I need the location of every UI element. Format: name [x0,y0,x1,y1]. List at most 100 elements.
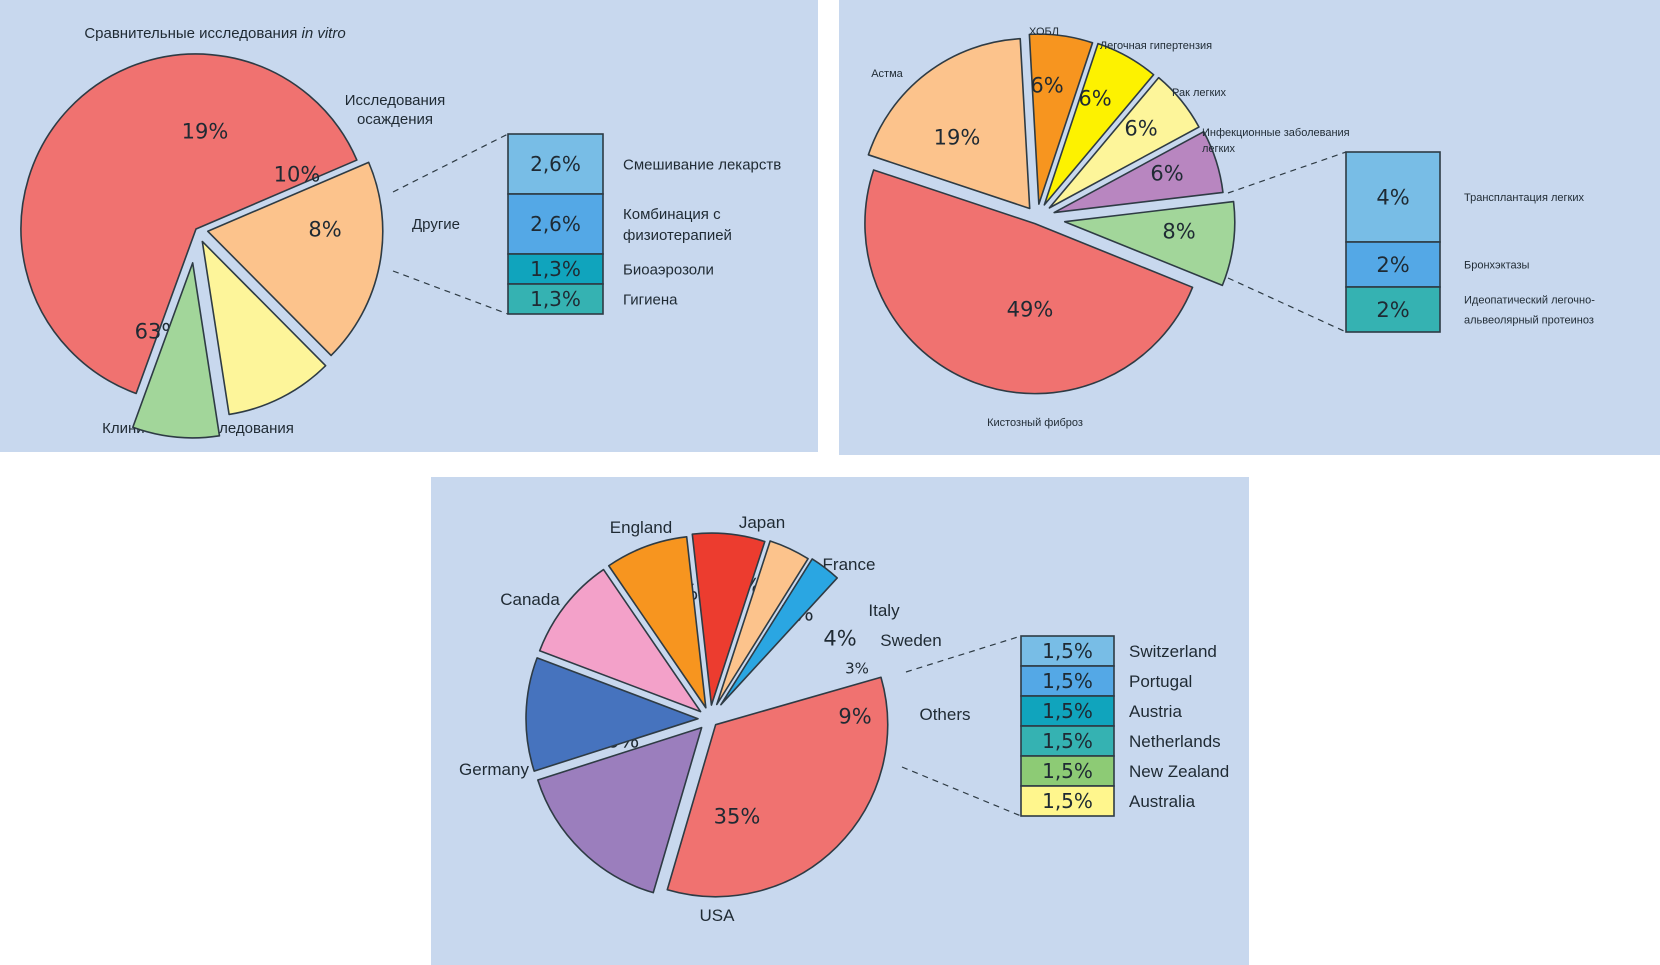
breakdown-cell-1 [1345,241,1441,288]
breakdown-category-label: Идеопатический легочно-альвеолярный прот… [1464,294,1595,326]
breakdown-cell-1 [507,193,604,255]
pie-slice-другие-3 [132,262,221,439]
breakdown-category-label: Netherlands [1129,732,1221,751]
pie-slice-8-6 [1063,200,1236,287]
breakdown-category-label: Austria [1129,702,1182,721]
breakdown-cell-3 [507,283,604,315]
breakdown-cell-0 [1345,151,1441,243]
breakdown-category-label: Switzerland [1129,642,1217,661]
breakdown-category-label: Трансплантация легких [1464,192,1584,204]
breakdown-value-label: 1,5% [1042,639,1093,663]
breakdown-value-label: 2% [1376,298,1409,322]
pie-slice-england-3 [538,568,702,713]
chart-panel-study-types: 63%Клинические исследования19%Сравнитель… [0,0,818,452]
pie-slice-кистозный-фиброз-0 [864,169,1194,395]
breakdown-cell-2 [507,253,604,285]
slice-category-label: Canada [500,590,560,609]
slice-category-label: ХОБЛ [1029,26,1059,38]
breakdown-value-label: 4% [1376,186,1409,210]
breakdown-category-label: Portugal [1129,672,1192,691]
chart-panel-diseases: 49% Кистозный фиброз 19% Астма 6% ХОБЛ 6% Легоч… [839,0,1660,455]
breakdown-category-label: Гигиена [623,291,678,308]
pie-slice-легочная-гипертензия-3 [1043,42,1155,206]
slice-value-label: 3% [845,659,869,677]
pie-slice-sweden-7 [720,558,839,706]
breakdown-category-label: Комбинация с физиотерапией [623,206,732,244]
breakdown-value-label: 1,5% [1042,699,1093,723]
slice-category-label: Sweden [880,631,941,650]
slice-category-label: England [610,518,672,537]
breakdown-category-label: Смешивание лекарств [623,156,781,173]
pie-slice-japan-4 [607,536,707,709]
slice-category-label: Другие [412,216,460,233]
slice-category-label: Рак легких [1172,87,1226,99]
slice-value-label: 4% [823,626,856,650]
breakdown-value-label: 1,5% [1042,789,1093,813]
slice-category-label: Italy [868,601,900,620]
pie-chart-countries: 35%USA16%Germany11%Canada10%England8%Jap… [459,513,1229,925]
pie-slice-canada-2 [525,657,699,772]
breakdown-category-label: Australia [1129,792,1196,811]
breakdown-cell-4 [1020,755,1115,787]
slice-category-label: Japan [739,513,785,532]
breakdown-category-label: Бронхэктазы [1464,259,1530,271]
pie-slice-астма-1 [867,37,1031,210]
slice-category-label: Others [919,705,970,724]
breakdown-value-label: 2% [1376,253,1409,277]
breakdown-cell-0 [507,133,604,195]
pie-slice-19-1 [206,161,384,357]
slice-category-label: France [823,555,876,574]
pie-slice-инфекционные-заболевания-легких-5 [1053,130,1224,214]
breakdown-cell-1 [1020,665,1115,697]
slice-category-label: Исследования осаждения [345,92,446,128]
slice-category-label: Легочная гипертензия [1100,40,1212,52]
slice-value-label: 49% [1007,297,1054,321]
slice-value-label: 19% [934,125,981,149]
pie-slice-germany-1 [537,726,703,894]
slice-value-label: 6% [1150,161,1183,185]
slice-category-label: Кистозный фиброз [987,417,1083,429]
breakdown-value-label: 2,6% [530,212,581,236]
pie-slice-рак-легких-4 [1048,76,1200,209]
breakdown-value-label: 1,5% [1042,759,1093,783]
slice-value-label: 35% [714,804,761,828]
breakdown-category-label: Биоаэрозоли [623,261,714,278]
slice-category-label: Инфекционные заболевания легких [1202,127,1350,155]
breakdown-category-label: New Zealand [1129,762,1229,781]
breakdown-connector-1 [901,766,1022,817]
pie-slice-italy-6 [715,540,809,706]
breakdown-value-label: 1,5% [1042,669,1093,693]
slice-value-label: 6% [1124,116,1157,140]
slice-value-label: 6% [1030,73,1063,97]
breakdown-cell-5 [1020,785,1115,817]
breakdown-cell-2 [1020,695,1115,727]
breakdown-value-label: 1,3% [530,257,581,281]
pie-slice-клинические-исследования-0 [20,53,358,395]
breakdown-cell-2 [1345,286,1441,333]
breakdown-value-label: 1,5% [1042,729,1093,753]
slice-value-label: 8% [1162,219,1195,243]
breakdown-value-label: 2,6% [530,152,581,176]
pie-chart-diseases: 49% Кистозный фиброз 19% Астма 6% ХОБЛ 6% Легоч… [864,26,1595,429]
slice-value-label: 19% [182,119,229,143]
pie-slice-usa-0 [666,676,889,898]
pie-chart-study-types: 63%Клинические исследования19%Сравнитель… [20,25,781,439]
breakdown-connector-0 [392,133,509,193]
slice-category-label: USA [700,906,736,925]
slice-category-label: Germany [459,760,529,779]
chart-panel-countries: 35%USA16%Germany11%Canada10%England8%Jap… [431,477,1249,965]
pie-slice-хобл-2 [1028,33,1094,205]
breakdown-cell-3 [1020,725,1115,757]
slice-category-label: Астма [871,68,903,80]
breakdown-value-label: 1,3% [530,287,581,311]
slice-value-label: 9% [838,704,871,728]
breakdown-connector-0 [905,635,1022,673]
slice-value-label: 6% [1078,86,1111,110]
pie-slice-france-5 [691,532,766,706]
breakdown-connector-1 [392,270,509,315]
slice-value-label: 10% [274,162,321,186]
pie-slice-исследования-осаждения-2 [201,240,327,416]
slice-value-label: 8% [308,217,341,241]
breakdown-connector-1 [1227,277,1347,333]
breakdown-connector-0 [1227,151,1347,194]
